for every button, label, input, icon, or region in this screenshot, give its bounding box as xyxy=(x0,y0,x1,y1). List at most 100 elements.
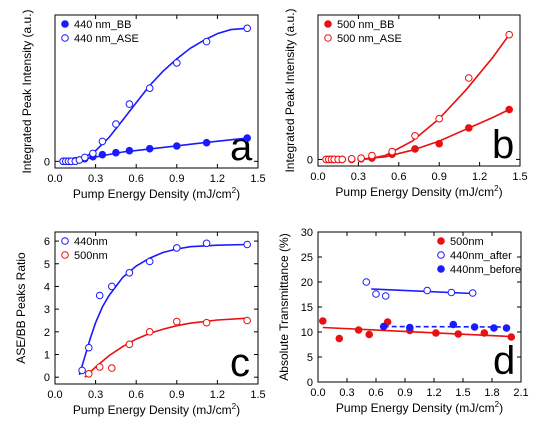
y-tick-label: 25 xyxy=(301,252,313,264)
data-point xyxy=(406,323,414,332)
data-point xyxy=(365,330,374,339)
data-point xyxy=(411,145,419,153)
x-tick-label: 1.5 xyxy=(512,171,527,183)
y-tick-label: 0 xyxy=(44,372,50,384)
y-tick-label: 0 xyxy=(307,377,313,389)
series-500nm xyxy=(319,317,516,343)
data-point xyxy=(145,84,154,92)
legend-marker xyxy=(61,237,69,245)
x-tick-label: 0.6 xyxy=(129,389,144,401)
x-tick-label: 0.0 xyxy=(47,389,62,401)
data-point xyxy=(507,333,516,341)
x-tick-label: 2.1 xyxy=(513,387,528,399)
x-axis-label: Pump Energy Density (mJ/cm2) xyxy=(73,402,240,417)
data-point xyxy=(112,120,120,128)
data-point xyxy=(85,370,93,378)
panel-c: 0.0 0.3 0.6 0.9 1.2 1.5 0 1 2 3 4 5 6 Pump Energy Den… xyxy=(14,231,266,417)
x-tick-label: 1.5 xyxy=(250,173,265,185)
data-point xyxy=(319,317,327,325)
data-point xyxy=(423,286,432,295)
panel-letter: d xyxy=(493,339,515,383)
data-point xyxy=(388,147,396,156)
data-point xyxy=(468,289,477,297)
series-440nm xyxy=(78,239,251,376)
data-point xyxy=(108,282,116,291)
fit-line xyxy=(68,27,248,163)
x-tick-label: 0.3 xyxy=(339,387,354,399)
panel-letter: b xyxy=(492,123,514,167)
legend-marker xyxy=(61,34,69,42)
data-point xyxy=(95,363,104,371)
y-tick-label: 5 xyxy=(44,259,50,271)
fit-line xyxy=(322,326,512,338)
plot-frame xyxy=(54,231,259,385)
x-tick-label: 0.9 xyxy=(169,389,184,401)
y-tick-label: 5 xyxy=(307,352,313,364)
legend-entry: 440nm_before xyxy=(450,264,521,276)
data-point xyxy=(125,146,134,155)
data-point xyxy=(89,149,97,158)
x-tick-label: 1.5 xyxy=(250,389,265,401)
x-tick-label: 1.2 xyxy=(472,171,487,183)
y-tick-label: 1 xyxy=(44,350,50,362)
data-point xyxy=(505,105,514,114)
legend-entry: 440nm xyxy=(74,236,108,248)
plot-frame xyxy=(54,14,259,169)
data-point xyxy=(505,30,514,39)
series-440nm-after xyxy=(362,278,477,300)
data-point xyxy=(243,240,251,249)
x-tick-label: 0.9 xyxy=(397,387,412,399)
x-tick-label: 0.3 xyxy=(88,173,103,185)
x-tick-label: 0.0 xyxy=(47,173,62,185)
data-point xyxy=(145,144,154,153)
y-tick-label: 10 xyxy=(301,327,313,339)
x-tick-label: 0.0 xyxy=(310,387,325,399)
x-tick-label: 1.5 xyxy=(455,387,470,399)
legend-marker xyxy=(437,251,445,259)
panel-d: 0.0 0.3 0.6 0.9 1.2 1.5 1.8 2.1 0 5 10 15 20 25 30 Pump… xyxy=(277,227,529,415)
data-point xyxy=(78,366,86,375)
data-point xyxy=(125,100,134,108)
legend-marker xyxy=(61,20,69,28)
data-point xyxy=(85,343,93,352)
data-point xyxy=(243,24,251,33)
panel-letter: a xyxy=(230,125,253,169)
legend-entry: 500nm xyxy=(450,236,484,248)
data-point xyxy=(379,322,388,331)
y-tick-label: 15 xyxy=(301,302,313,314)
data-point xyxy=(454,330,463,338)
series-440-nm-ase xyxy=(59,24,251,166)
y-axis-label: Integrated Peak Intensity (a.u.) xyxy=(283,8,297,172)
x-axis-label: Pump Energy Density (mJ/cm2) xyxy=(336,400,503,415)
data-point xyxy=(465,124,473,132)
panel-a: 0.0 0.3 0.6 0.9 1.2 1.5 0 Pump Energy Density (… xyxy=(20,9,266,201)
y-tick-label: 0 xyxy=(307,154,313,166)
data-point xyxy=(202,37,211,46)
data-point xyxy=(145,257,154,266)
y-tick-label: 4 xyxy=(44,281,50,293)
data-point xyxy=(173,244,181,252)
legend-entry: 440 nm_BB xyxy=(74,19,131,31)
legend-marker xyxy=(437,265,445,273)
x-tick-label: 1.2 xyxy=(426,387,441,399)
data-point xyxy=(98,137,107,146)
x-tick-label: 0.3 xyxy=(88,389,103,401)
data-point xyxy=(125,269,134,277)
x-tick-label: 1.2 xyxy=(210,389,225,401)
data-point xyxy=(338,155,347,164)
data-point xyxy=(335,334,344,343)
y-tick-label: 3 xyxy=(44,304,50,316)
data-point xyxy=(202,239,211,248)
data-point xyxy=(145,328,154,336)
x-axis-label: Pump Energy Density (mJ/cm2) xyxy=(335,184,502,199)
data-point xyxy=(368,151,376,160)
legend-entry: 500 nm_ASE xyxy=(337,33,402,45)
data-point xyxy=(447,288,456,297)
legend-marker xyxy=(324,20,332,28)
data-point xyxy=(112,148,120,157)
data-point xyxy=(435,114,444,123)
data-point xyxy=(243,316,251,325)
fit-line xyxy=(371,288,473,295)
data-point xyxy=(357,154,365,162)
